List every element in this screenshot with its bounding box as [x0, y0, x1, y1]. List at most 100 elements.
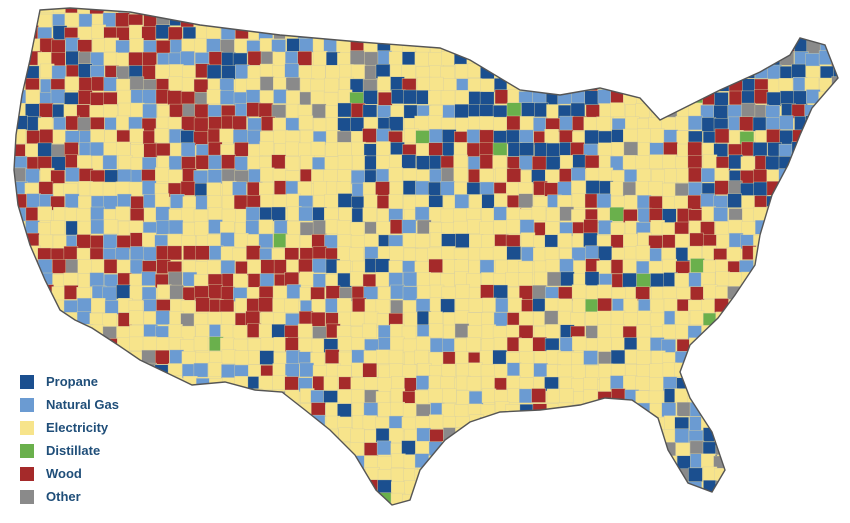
county-cell: [622, 442, 638, 457]
county-cell: [468, 298, 484, 313]
legend-item-propane: Propane: [20, 370, 180, 393]
county-cell: [623, 77, 639, 92]
county-cell: [76, 155, 92, 170]
county-cell: [90, 52, 105, 67]
county-cell: [377, 456, 392, 471]
county-cell: [403, 89, 418, 105]
county-cell: [14, 79, 16, 94]
county-cell: [209, 467, 224, 482]
county-cell: [92, 38, 107, 53]
county-cell: [352, 508, 366, 522]
county-cell: [624, 495, 640, 505]
county-cell: [690, 507, 704, 521]
county-cell: [807, 128, 822, 143]
county-cell: [364, 442, 379, 457]
county-cell: [701, 167, 716, 183]
county-cell: [428, 258, 443, 274]
county-cell: [469, 234, 484, 249]
county-cell: [781, 311, 796, 326]
county-cell: [467, 430, 482, 445]
legend-item-distillate: Distillate: [20, 439, 180, 462]
county-cell: [0, 90, 14, 104]
county-cell: [363, 89, 378, 105]
county-cell: [663, 481, 679, 496]
county-cell: [284, 376, 299, 391]
county-cell: [349, 442, 365, 457]
county-cell: [363, 402, 379, 417]
county-cell: [14, 63, 28, 79]
legend-label-natural-gas: Natural Gas: [46, 397, 119, 412]
county-cell: [442, 338, 457, 353]
county-cell: [845, 469, 850, 483]
county-cell: [742, 298, 757, 313]
county-cell: [519, 363, 534, 378]
county-cell: [375, 428, 391, 443]
county-cell: [193, 78, 209, 94]
county-cell: [14, 493, 15, 505]
county-cell: [442, 11, 457, 26]
county-cell: [832, 169, 838, 185]
county-cell: [258, 102, 274, 118]
county-cell: [38, 508, 52, 522]
county-cell: [820, 246, 835, 261]
county-cell: [362, 182, 378, 197]
county-cell: [260, 494, 275, 505]
county-cell: [25, 8, 40, 14]
county-cell: [819, 207, 834, 223]
county-cell: [208, 441, 224, 456]
county-cell: [180, 482, 196, 497]
county-cell: [571, 364, 586, 379]
county-cell: [624, 403, 639, 418]
legend-label-propane: Propane: [46, 374, 99, 389]
county-cell: [570, 102, 586, 118]
county-cell: [157, 284, 172, 299]
county-cell: [805, 455, 820, 470]
county-cell: [675, 64, 690, 79]
county-cell: [715, 391, 730, 406]
county-cell: [298, 441, 314, 457]
county-cell: [479, 91, 495, 106]
county-cell: [260, 453, 275, 469]
county-cell: [545, 221, 560, 236]
county-cell: [650, 8, 665, 16]
legend-label-electricity: Electricity: [46, 420, 109, 435]
county-cell: [611, 337, 626, 352]
county-cell: [14, 52, 29, 67]
county-cell: [14, 12, 15, 27]
county-cell: [845, 38, 850, 52]
county-cell: [648, 260, 664, 276]
county-cell: [155, 143, 171, 158]
county-cell: [729, 90, 744, 106]
county-cell: [519, 493, 534, 505]
county-cell: [635, 402, 651, 418]
county-cell: [467, 312, 482, 327]
county-cell: [377, 377, 392, 392]
county-cell: [206, 64, 222, 80]
county-cell: [623, 40, 638, 55]
county-cell: [168, 155, 184, 171]
county-cell: [297, 323, 313, 339]
county-cell: [39, 299, 55, 315]
county-cell: [806, 336, 821, 352]
county-cell: [846, 118, 850, 132]
county-cell: [414, 453, 430, 468]
county-cell: [130, 102, 145, 118]
county-cell: [376, 141, 391, 156]
county-cell: [586, 482, 601, 497]
county-cell: [0, 183, 13, 197]
county-cell: [221, 65, 236, 80]
county-cell: [729, 508, 743, 522]
county-cell: [63, 349, 79, 364]
county-cell: [741, 323, 757, 339]
county-cell: [767, 8, 782, 16]
county-cell: [365, 8, 380, 15]
county-cell: [805, 234, 820, 250]
county-cell: [583, 232, 598, 248]
county-cell: [89, 351, 105, 366]
county-cell: [141, 286, 157, 302]
county-cell: [793, 208, 808, 223]
county-cell: [285, 363, 300, 378]
county-cell: [234, 142, 249, 157]
county-cell: [494, 89, 510, 105]
county-cell: [388, 13, 404, 28]
